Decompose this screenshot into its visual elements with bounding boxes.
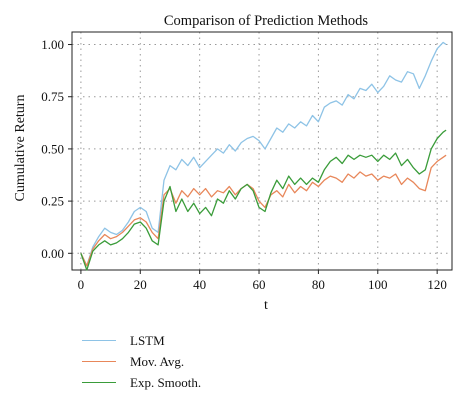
axes (68, 31, 453, 274)
y-tick-label: 0.25 (41, 194, 64, 209)
chart-title: Comparison of Prediction Methods (164, 13, 369, 29)
x-axis-label: t (264, 298, 268, 313)
plot-frame (71, 31, 453, 271)
y-tick-labels: 0.00 0.25 0.50 0.75 1.00 (41, 37, 64, 261)
y-tick-label: 0.50 (41, 141, 64, 156)
series-layer (80, 41, 447, 271)
series-line-lstm (80, 41, 447, 267)
x-tick-label: 40 (193, 277, 206, 292)
x-tick-label: 80 (312, 277, 325, 292)
x-tick-label: 120 (427, 277, 447, 292)
x-tick-label: 60 (253, 277, 266, 292)
legend-label: Exp. Smooth. (130, 374, 202, 390)
legend-label: Mov. Avg. (130, 353, 185, 369)
x-tick-label: 20 (134, 277, 147, 292)
y-tick-label: 0.00 (41, 246, 64, 261)
x-tick-labels: 0 20 40 60 80 100 120 (78, 277, 447, 292)
legend-label: LSTM (130, 332, 165, 348)
y-tick-label: 1.00 (41, 37, 64, 52)
series-line-mov-avg (80, 154, 447, 267)
legend-item-lstm: LSTM (82, 330, 282, 351)
series-line-exp-smooth (80, 129, 447, 271)
legend-swatch (82, 361, 116, 362)
legend-item-mov-avg: Mov. Avg. (82, 351, 282, 372)
x-tick-label: 100 (368, 277, 388, 292)
legend-item-exp-smooth: Exp. Smooth. (82, 372, 282, 393)
legend-swatch (82, 340, 116, 341)
legend-swatch (82, 382, 116, 383)
x-tick-label: 0 (78, 277, 85, 292)
chart-legend: LSTM Mov. Avg. Exp. Smooth. (82, 330, 282, 393)
y-tick-label: 0.75 (41, 89, 64, 104)
y-axis-label: Cumulative Return (13, 95, 28, 202)
grid-lines (72, 32, 452, 270)
